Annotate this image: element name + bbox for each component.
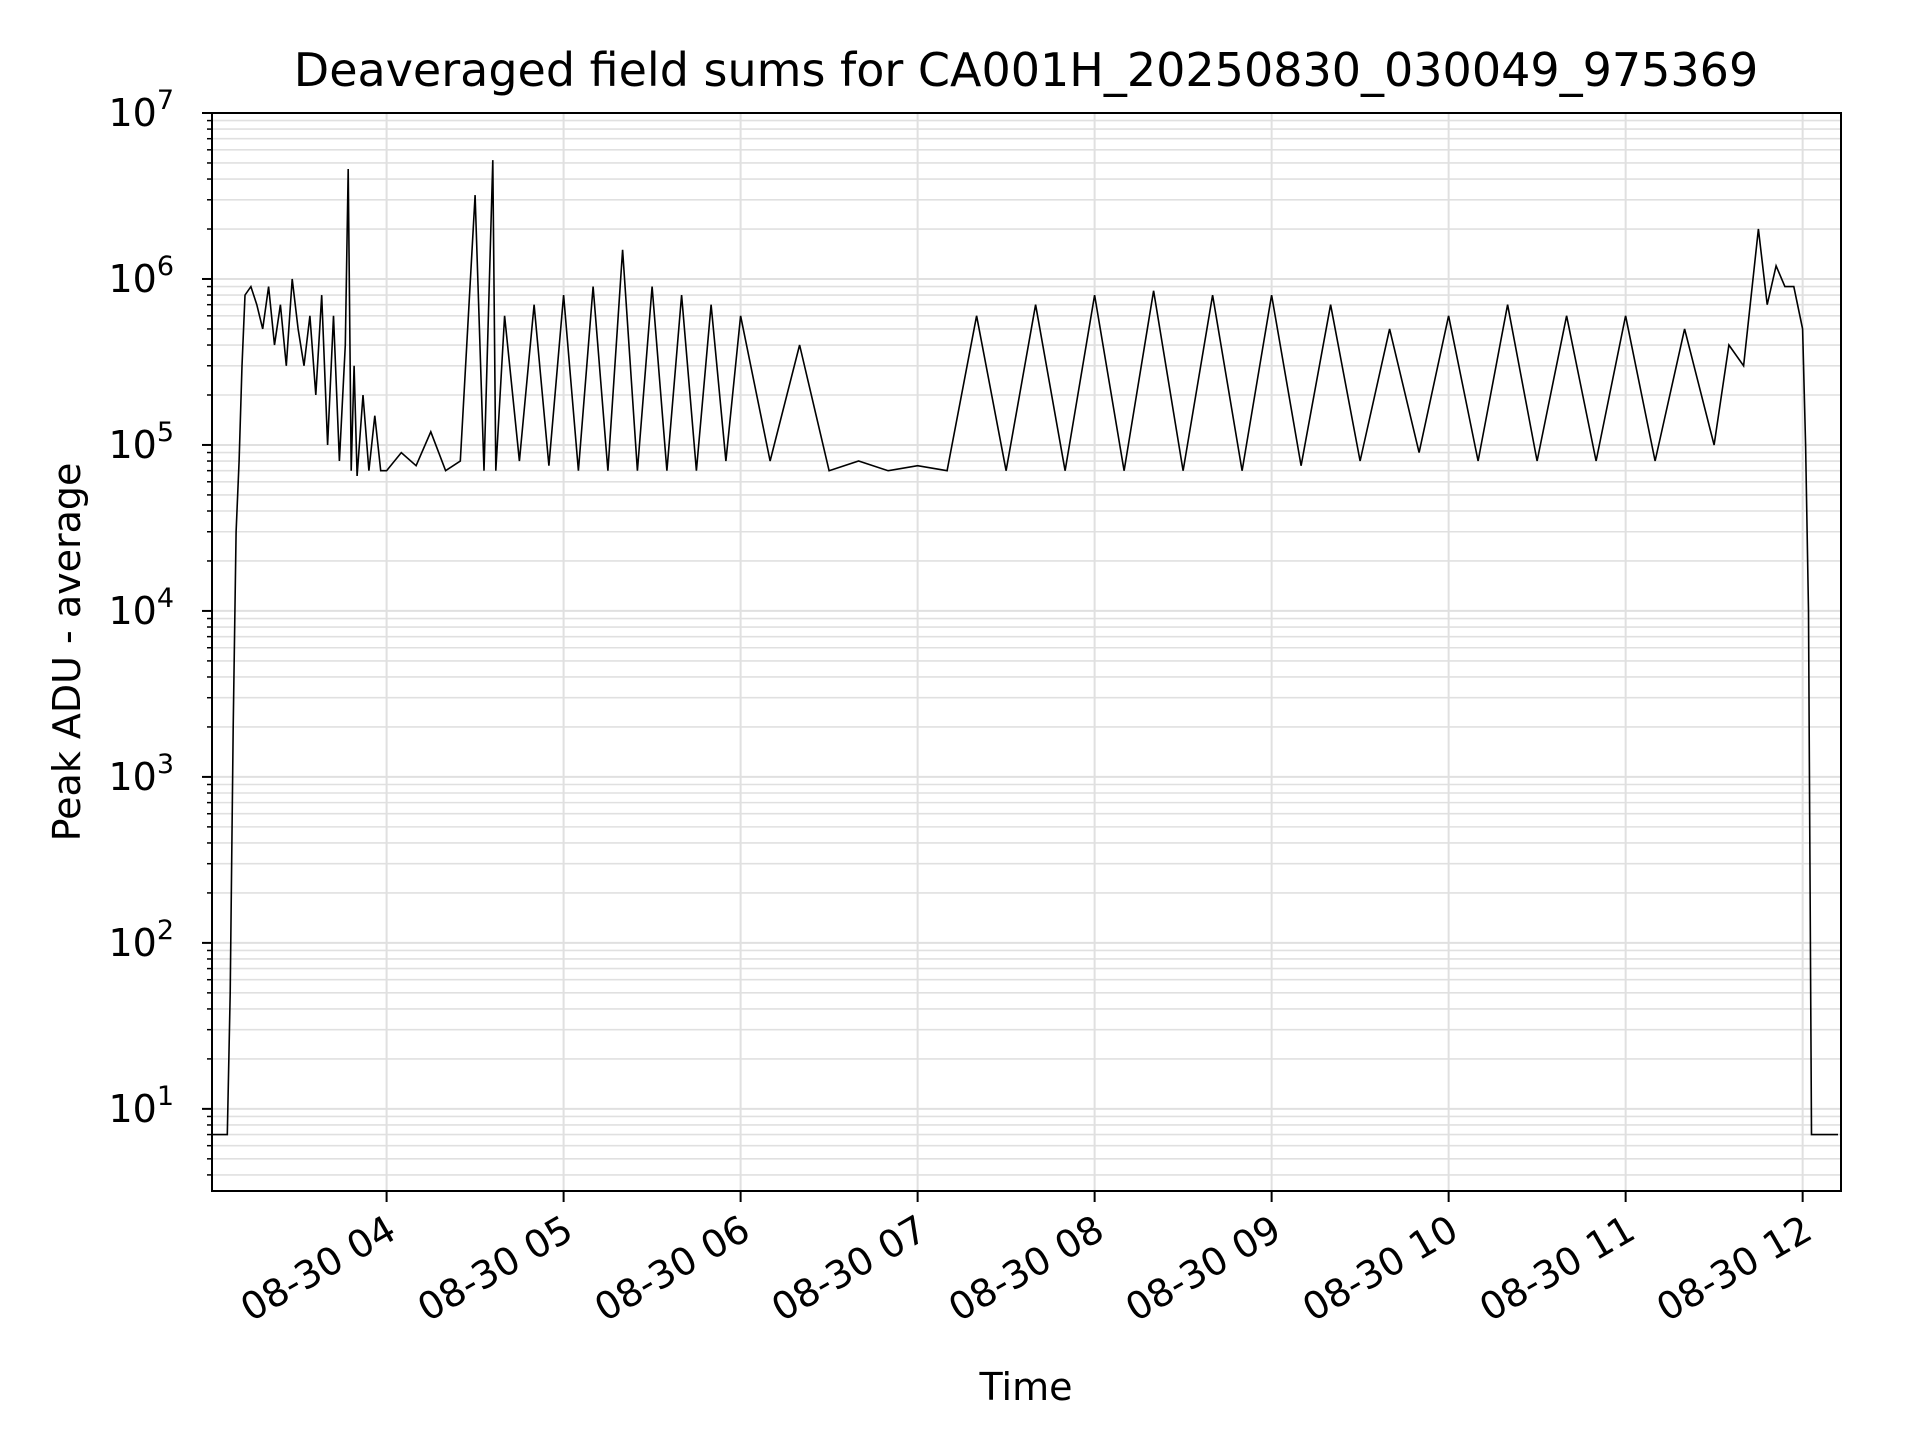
y-tick-label: 101 [108, 1081, 174, 1131]
y-tick-label: 104 [108, 583, 174, 633]
chart-title: Deaveraged field sums for CA001H_2025083… [294, 43, 1758, 97]
series-line [212, 160, 1838, 1136]
line-layer [212, 160, 1838, 1136]
y-tick-label: 105 [108, 417, 174, 467]
y-tick-label: 103 [108, 749, 174, 799]
plot-frame [211, 112, 1842, 1192]
y-axis-label: Peak ADU - average [45, 463, 89, 842]
x-axis-label: Time [979, 1365, 1073, 1409]
y-tick-label: 107 [108, 85, 174, 135]
y-tick-label: 102 [108, 915, 174, 965]
y-tick-label: 106 [108, 251, 174, 301]
